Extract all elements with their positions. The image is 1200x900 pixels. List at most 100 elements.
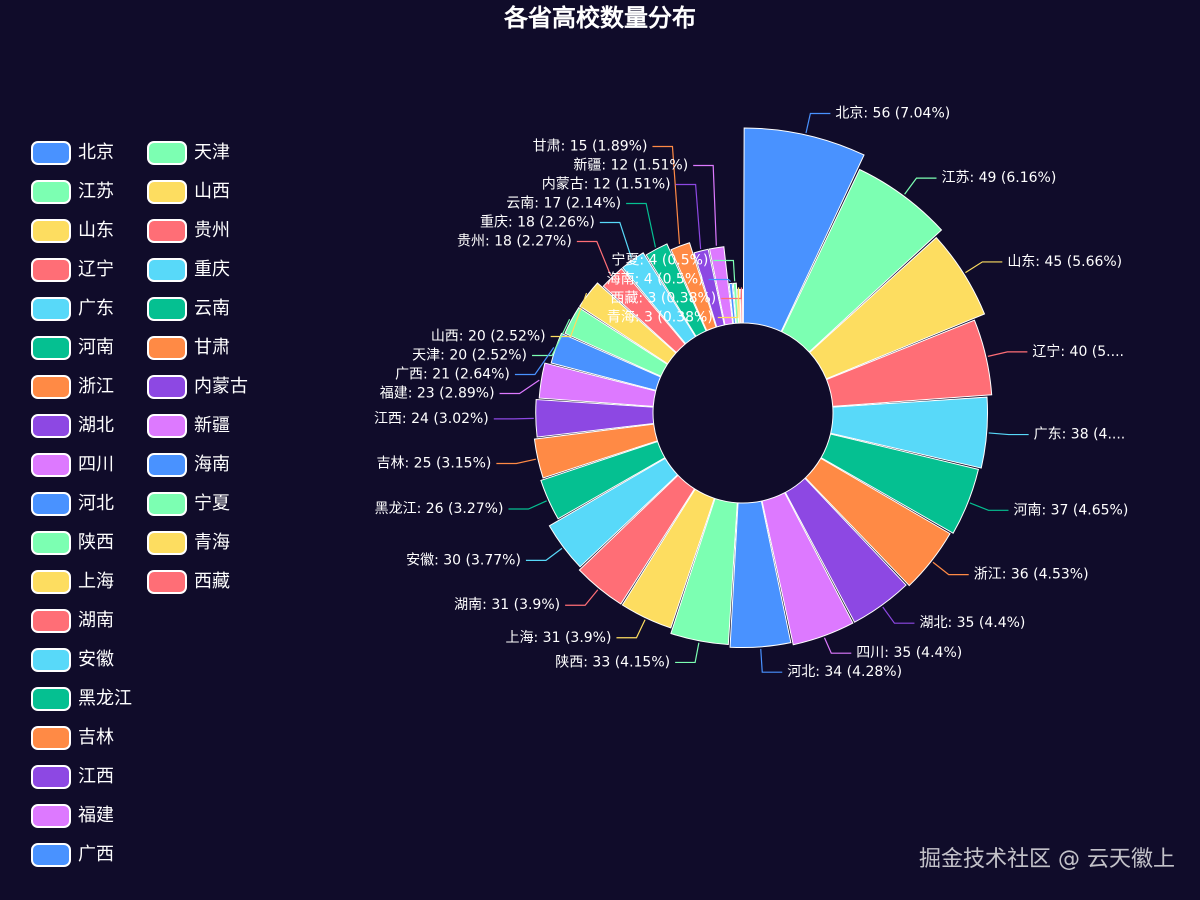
label-line [599, 221, 633, 259]
data-label: 湖南: 31 (3.9%) [454, 597, 560, 613]
label-line [693, 164, 717, 246]
legend-swatch [31, 414, 71, 438]
rose-slice [548, 457, 679, 568]
legend-label: 河北 [78, 493, 114, 514]
legend-swatch [147, 219, 187, 243]
legend-label: 青海 [194, 532, 230, 553]
label-line [652, 145, 681, 245]
rose-slice [578, 474, 696, 605]
label-line [988, 432, 1029, 436]
data-label: 山东: 45 (5.66%) [1007, 254, 1122, 270]
data-label: 广东: 38 (4.... [1034, 427, 1126, 443]
legend-label: 天津 [194, 142, 230, 163]
legend-label: 内蒙古 [194, 376, 248, 397]
data-label: 河北: 34 (4.28%) [787, 664, 902, 680]
label-line [932, 561, 969, 576]
rose-slice [761, 492, 854, 646]
legend-label: 广东 [78, 298, 114, 319]
legend-swatch [147, 258, 187, 282]
legend-swatch [31, 180, 71, 204]
legend-label: 江苏 [78, 181, 114, 202]
legend-label: 西藏 [194, 571, 230, 592]
label-line [969, 502, 1009, 511]
legend-label: 湖北 [78, 415, 114, 436]
data-label: 宁夏: 4 (0.5%) [611, 251, 708, 268]
rose-slice [621, 252, 697, 345]
label-line [882, 606, 915, 624]
legend-label: 北京 [78, 142, 114, 163]
legend-label: 黑龙江 [78, 688, 132, 709]
legend-label: 重庆 [194, 259, 230, 280]
rose-slice [602, 267, 686, 354]
legend-swatch [31, 843, 71, 867]
label-line [514, 347, 555, 376]
label-line [717, 287, 740, 319]
label-line [805, 112, 831, 134]
legend-swatch [31, 804, 71, 828]
data-label: 内蒙古: 12 (1.51%) [542, 176, 671, 192]
data-label: 新疆: 12 (1.51%) [573, 157, 688, 173]
legend-swatch [147, 570, 187, 594]
label-line [675, 183, 702, 250]
label-line [493, 417, 534, 420]
legend-label: 陕西 [78, 532, 114, 553]
rose-slice [804, 457, 951, 587]
data-label: 河南: 37 (4.65%) [1013, 502, 1128, 518]
legend-swatch [147, 141, 187, 165]
data-label: 山西: 20 (2.52%) [431, 328, 546, 344]
label-line [565, 589, 599, 606]
data-label: 辽宁: 40 (5.... [1032, 343, 1124, 360]
data-label: 青海: 3 (0.38%) [607, 309, 713, 325]
data-label: 江西: 24 (3.02%) [374, 411, 489, 427]
label-line [904, 177, 937, 195]
data-label: 湖北: 35 (4.4%) [919, 615, 1025, 631]
legend-label: 新疆 [194, 415, 230, 436]
legend-swatch [31, 687, 71, 711]
legend-label: 山西 [194, 181, 230, 202]
rose-slice [781, 168, 943, 353]
legend-label: 福建 [78, 805, 114, 826]
legend-swatch [31, 375, 71, 399]
data-label: 北京: 56 (7.04%) [835, 105, 950, 121]
label-line [965, 261, 1003, 274]
rose-slice [742, 127, 865, 333]
label-line [987, 351, 1028, 357]
legend-label: 上海 [78, 571, 114, 592]
legend-label: 甘肃 [194, 337, 230, 358]
legend-swatch [31, 531, 71, 555]
label-line [626, 202, 657, 248]
data-label: 云南: 17 (2.14%) [506, 195, 621, 211]
rose-slice [784, 477, 907, 623]
legend-swatch [147, 453, 187, 477]
label-line [616, 619, 646, 639]
label-line [496, 458, 537, 465]
legend-swatch [31, 219, 71, 243]
rose-slice [729, 500, 792, 649]
data-label: 陕西: 33 (4.15%) [555, 654, 670, 670]
label-line [675, 642, 700, 664]
data-label: 四川: 35 (4.4%) [856, 645, 962, 661]
legend-swatch [31, 453, 71, 477]
label-line [550, 292, 588, 338]
label-line [508, 500, 547, 510]
legend-swatch [147, 375, 187, 399]
legend-swatch [31, 297, 71, 321]
data-label: 吉林: 25 (3.15%) [377, 456, 492, 472]
label-line [713, 259, 736, 282]
legend-swatch [31, 336, 71, 360]
rose-slice [535, 398, 655, 438]
legend-label: 湖南 [78, 610, 114, 631]
legend-label: 江西 [78, 766, 114, 787]
data-label: 福建: 23 (2.89%) [380, 385, 495, 401]
rose-slice [820, 433, 980, 534]
label-line [721, 287, 743, 300]
legend-label: 广西 [78, 844, 114, 865]
rose-slice [645, 243, 707, 337]
data-label: 广西: 21 (2.64%) [395, 366, 510, 382]
rose-slice [621, 488, 715, 629]
label-line [823, 637, 852, 654]
chart-title: 各省高校数量分布 [503, 4, 696, 32]
legend-swatch [31, 570, 71, 594]
rose-slice [533, 423, 659, 479]
